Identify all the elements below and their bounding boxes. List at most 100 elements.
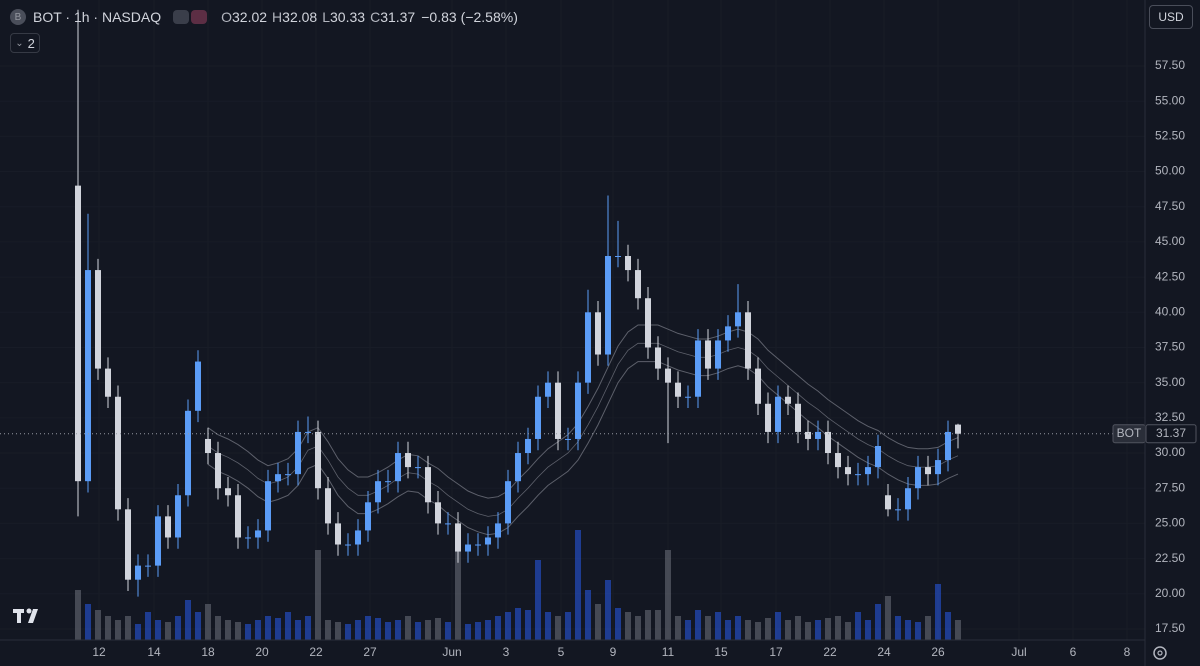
candle-body [905, 488, 911, 510]
volume-bar [195, 612, 201, 640]
envelope-middle [207, 342, 959, 517]
x-tick-label: 8 [1124, 645, 1131, 659]
ohlc-value: 32.02 [232, 9, 268, 25]
volume-bar [465, 624, 471, 640]
symbol-title[interactable]: BOT · 1h · NASDAQ [33, 9, 162, 25]
currency-button[interactable]: USD [1149, 5, 1193, 29]
volume-bar [785, 620, 791, 640]
volume-bar [405, 616, 411, 640]
candle-body [695, 340, 701, 397]
status-pills [173, 10, 208, 24]
candle-body [915, 467, 921, 489]
pill [191, 10, 208, 24]
x-tick-label: 27 [363, 645, 377, 659]
volume-bar [355, 620, 361, 640]
candle-body [395, 453, 401, 482]
volume-bar [825, 618, 831, 640]
volume-bar [485, 620, 491, 640]
volume-bar [455, 540, 461, 640]
volume-bar [445, 622, 451, 640]
volume-bar [515, 608, 521, 640]
candle-body [665, 368, 671, 383]
volume-bar [215, 616, 221, 640]
x-tick-label: 14 [147, 645, 161, 659]
volume-bar [655, 610, 661, 640]
y-tick-label: 22.50 [1155, 551, 1185, 565]
volume-bar [535, 560, 541, 640]
volume-bar [415, 622, 421, 640]
candle-body [955, 424, 961, 434]
candle-body [765, 403, 771, 432]
candle-body [385, 481, 391, 483]
volume-bar [815, 620, 821, 640]
candles [75, 9, 961, 597]
candle-body [795, 403, 801, 432]
candle-body [555, 382, 561, 439]
indicator-count: 2 [27, 35, 35, 51]
indicators-toggle[interactable]: ⌄ 2 [10, 33, 40, 53]
change: −0.83 [421, 9, 457, 25]
candle-body [945, 431, 951, 461]
volume-bar [565, 612, 571, 640]
volume-bar [175, 616, 181, 640]
ohlc-value: 31.37 [380, 9, 416, 25]
candle-body [895, 509, 901, 511]
candle-body [115, 396, 121, 510]
candle-body [565, 438, 571, 440]
volume-bar [845, 622, 851, 640]
candle-body [535, 396, 541, 439]
currency: USD [1158, 10, 1184, 24]
candle-body [645, 298, 651, 348]
candle-body [235, 495, 241, 538]
candle-body [185, 410, 191, 496]
candle-body [635, 270, 641, 299]
candle-body [135, 565, 141, 580]
candle-body [805, 431, 811, 439]
envelope-band [207, 361, 959, 536]
x-tick-label: 15 [714, 645, 728, 659]
settings-icon[interactable] [1153, 646, 1167, 660]
x-tick-label: 24 [877, 645, 891, 659]
volume-bar [895, 616, 901, 640]
volume-bar [495, 616, 501, 640]
candle-body [225, 488, 231, 496]
volume-bar [275, 618, 281, 640]
volume-bar [165, 622, 171, 640]
candle-body [465, 544, 471, 552]
y-tick-label: 30.00 [1155, 445, 1185, 459]
candle-body [435, 502, 441, 524]
candle-body [485, 537, 491, 545]
y-tick-label: 32.50 [1155, 410, 1185, 424]
volume-bar [685, 620, 691, 640]
volume-bar [185, 600, 191, 640]
volume-bar [575, 530, 581, 640]
candle-body [405, 453, 411, 468]
price-tag-value-box [1145, 424, 1197, 444]
candle-body [245, 537, 251, 539]
candle-body [855, 474, 861, 476]
volume-bar [855, 612, 861, 640]
candle-body [595, 312, 601, 355]
x-tick-label: 6 [1070, 645, 1077, 659]
y-tick-label: 40.00 [1155, 304, 1185, 318]
volume-bar [725, 620, 731, 640]
volume-bar [505, 612, 511, 640]
price-tag-symbol: BOT [1117, 426, 1142, 440]
envelope-band [207, 324, 959, 499]
volume-bar [695, 610, 701, 640]
volume-bar [765, 618, 771, 640]
volume-bar [225, 620, 231, 640]
candle-body [445, 523, 451, 525]
volume-bar [345, 624, 351, 640]
volume-bar [885, 596, 891, 640]
candle-body [715, 340, 721, 369]
change-percent: (−2.58%) [460, 9, 518, 25]
volume-bar [115, 620, 121, 640]
y-tick-label: 42.50 [1155, 269, 1185, 283]
candle-body [885, 495, 891, 510]
candle-body [875, 445, 881, 468]
x-tick-label: 22 [309, 645, 323, 659]
legend-header: B BOT · 1h · NASDAQ O 32.02 H 32.08 L 30.33… [10, 6, 518, 28]
candle-body [355, 530, 361, 545]
